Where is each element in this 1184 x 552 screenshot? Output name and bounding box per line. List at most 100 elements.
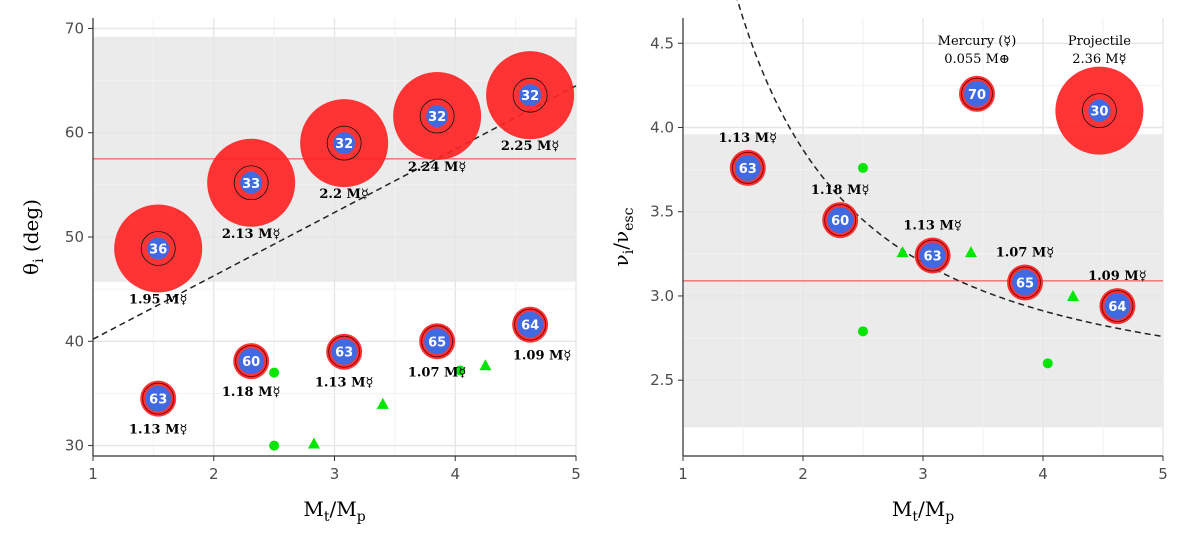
bubble-ring [421, 325, 454, 358]
mass-label: 2.25 M☿ [501, 139, 560, 154]
bubble-number: 36 [149, 242, 167, 257]
x-tick-label: 3 [918, 465, 928, 483]
bubble-core [964, 80, 990, 107]
small-bubble: 63 [326, 333, 363, 370]
panel-velocity: 63 1.13 M☿ 60 1.18 M☿ 63 1.13 M☿ 65 1.07 M☿ 64 1.… [609, 0, 1168, 525]
x-tick-label: 2 [798, 465, 808, 483]
green-circle-point [1042, 358, 1053, 369]
y-tick-label: 50 [65, 228, 84, 246]
mass-label: 1.07 M☿ [996, 245, 1055, 260]
mass-label: 1.07 M☿ [408, 365, 467, 380]
bubble-core [426, 105, 449, 128]
panel-theta: 361.95 M☿332.13 M☿322.2 M☿322.24 M☿322.2… [19, 18, 581, 525]
y-tick-label: 30 [65, 437, 84, 455]
small-bubble: 60 [233, 343, 270, 380]
small-bubble: 63 [914, 237, 951, 274]
bubble-core [240, 171, 263, 194]
bubble-number: 32 [335, 137, 353, 152]
x-tick-label: 5 [571, 465, 581, 483]
bubble-ring [328, 335, 361, 368]
bubble-number: 63 [335, 346, 353, 361]
bubble-ring [514, 308, 547, 341]
mass-label: 1.09 M☿ [1088, 269, 1147, 284]
large-bubble: 33 [207, 138, 296, 227]
bubble-ring [916, 239, 949, 272]
bubble-core [827, 207, 854, 234]
legend-subtitle: 2.36 M☿ [1072, 52, 1126, 67]
x-tick-label: 1 [678, 465, 688, 483]
bubble-number: 70 [968, 88, 986, 103]
bubble-number: 64 [521, 319, 539, 334]
mass-label: 1.13 M☿ [129, 423, 188, 438]
bubble-core [519, 84, 542, 107]
green-triangle-point [307, 437, 320, 449]
y-tick-label: 40 [65, 332, 84, 350]
bubble-number: 32 [521, 89, 539, 104]
green-circle-point [858, 326, 868, 337]
x-axis-title: Mt/Mp [303, 497, 365, 525]
bubble-core [238, 348, 265, 375]
small-bubble: 63 [140, 380, 177, 417]
mass-label: 1.13 M☿ [719, 131, 778, 146]
bubble-ring [140, 231, 176, 266]
trend-line [736, 0, 1164, 338]
bubble-ring [326, 125, 362, 161]
green-circle-point [269, 367, 280, 378]
x-tick-label: 4 [1038, 465, 1048, 483]
y-axis-title: νi/νesc [609, 207, 637, 266]
y-axis-title: θi (deg) [19, 199, 47, 275]
green-circle-point [858, 162, 868, 173]
bubble-ring [1009, 266, 1041, 299]
bubble-core [1012, 269, 1038, 296]
x-axis-title: Mt/Mp [892, 497, 954, 525]
bubble-core [919, 242, 946, 269]
small-bubble: 64 [1099, 288, 1136, 325]
y-tick-label: 3.5 [650, 203, 674, 221]
bubble-ring [731, 151, 764, 184]
y-tick-label: 3.0 [650, 287, 674, 305]
bubble-core [424, 328, 451, 355]
x-tick-label: 2 [209, 465, 219, 483]
trend-line [92, 85, 577, 340]
bubble-number: 65 [1016, 276, 1034, 291]
y-tick-label: 70 [65, 19, 84, 37]
green-triangle-point [896, 246, 909, 258]
y-tick-label: 2.5 [650, 371, 674, 389]
bubble-number: 60 [831, 214, 849, 229]
bubble-number: 65 [428, 335, 446, 350]
large-bubble: 32 [300, 99, 389, 188]
green-triangle-point [479, 359, 492, 371]
legend-title: Projectile [1068, 34, 1131, 49]
mass-label: 1.09 M☿ [513, 349, 572, 364]
bubble-number: 63 [149, 393, 167, 408]
mass-label: 1.13 M☿ [903, 219, 962, 234]
bubble-number: 63 [739, 162, 757, 177]
bubble-core [1104, 293, 1131, 320]
green-triangle-point [965, 246, 977, 258]
bubble-core [147, 237, 170, 260]
small-bubble: 64 [512, 306, 549, 343]
large-bubble: 36 [114, 204, 203, 293]
bubble-number: 30 [1090, 105, 1108, 120]
bubble-core [333, 132, 356, 155]
large-bubble: 32 [486, 51, 575, 140]
mass-label: 2.24 M☿ [408, 160, 467, 175]
legend-subtitle: 0.055 M⊕ [944, 52, 1010, 67]
bubble-ring [1082, 93, 1117, 129]
mass-label: 2.13 M☿ [222, 227, 281, 242]
small-bubble: 63 [729, 149, 766, 186]
legend-bubble: 30 [1055, 66, 1144, 155]
x-tick-label: 4 [450, 465, 460, 483]
bubble-core [734, 154, 761, 181]
bubble-core [331, 338, 358, 365]
y-tick-label: 60 [65, 124, 84, 142]
bubble-core [517, 311, 544, 338]
legend-bubble: 70 [959, 75, 995, 112]
bubble-number: 33 [242, 177, 260, 192]
y-tick-label: 4.0 [650, 119, 674, 137]
bubble-core [1088, 99, 1111, 122]
mass-label: 1.13 M☿ [315, 376, 374, 391]
green-circle-point [269, 440, 280, 451]
legend-title: Mercury (☿) [938, 34, 1017, 49]
